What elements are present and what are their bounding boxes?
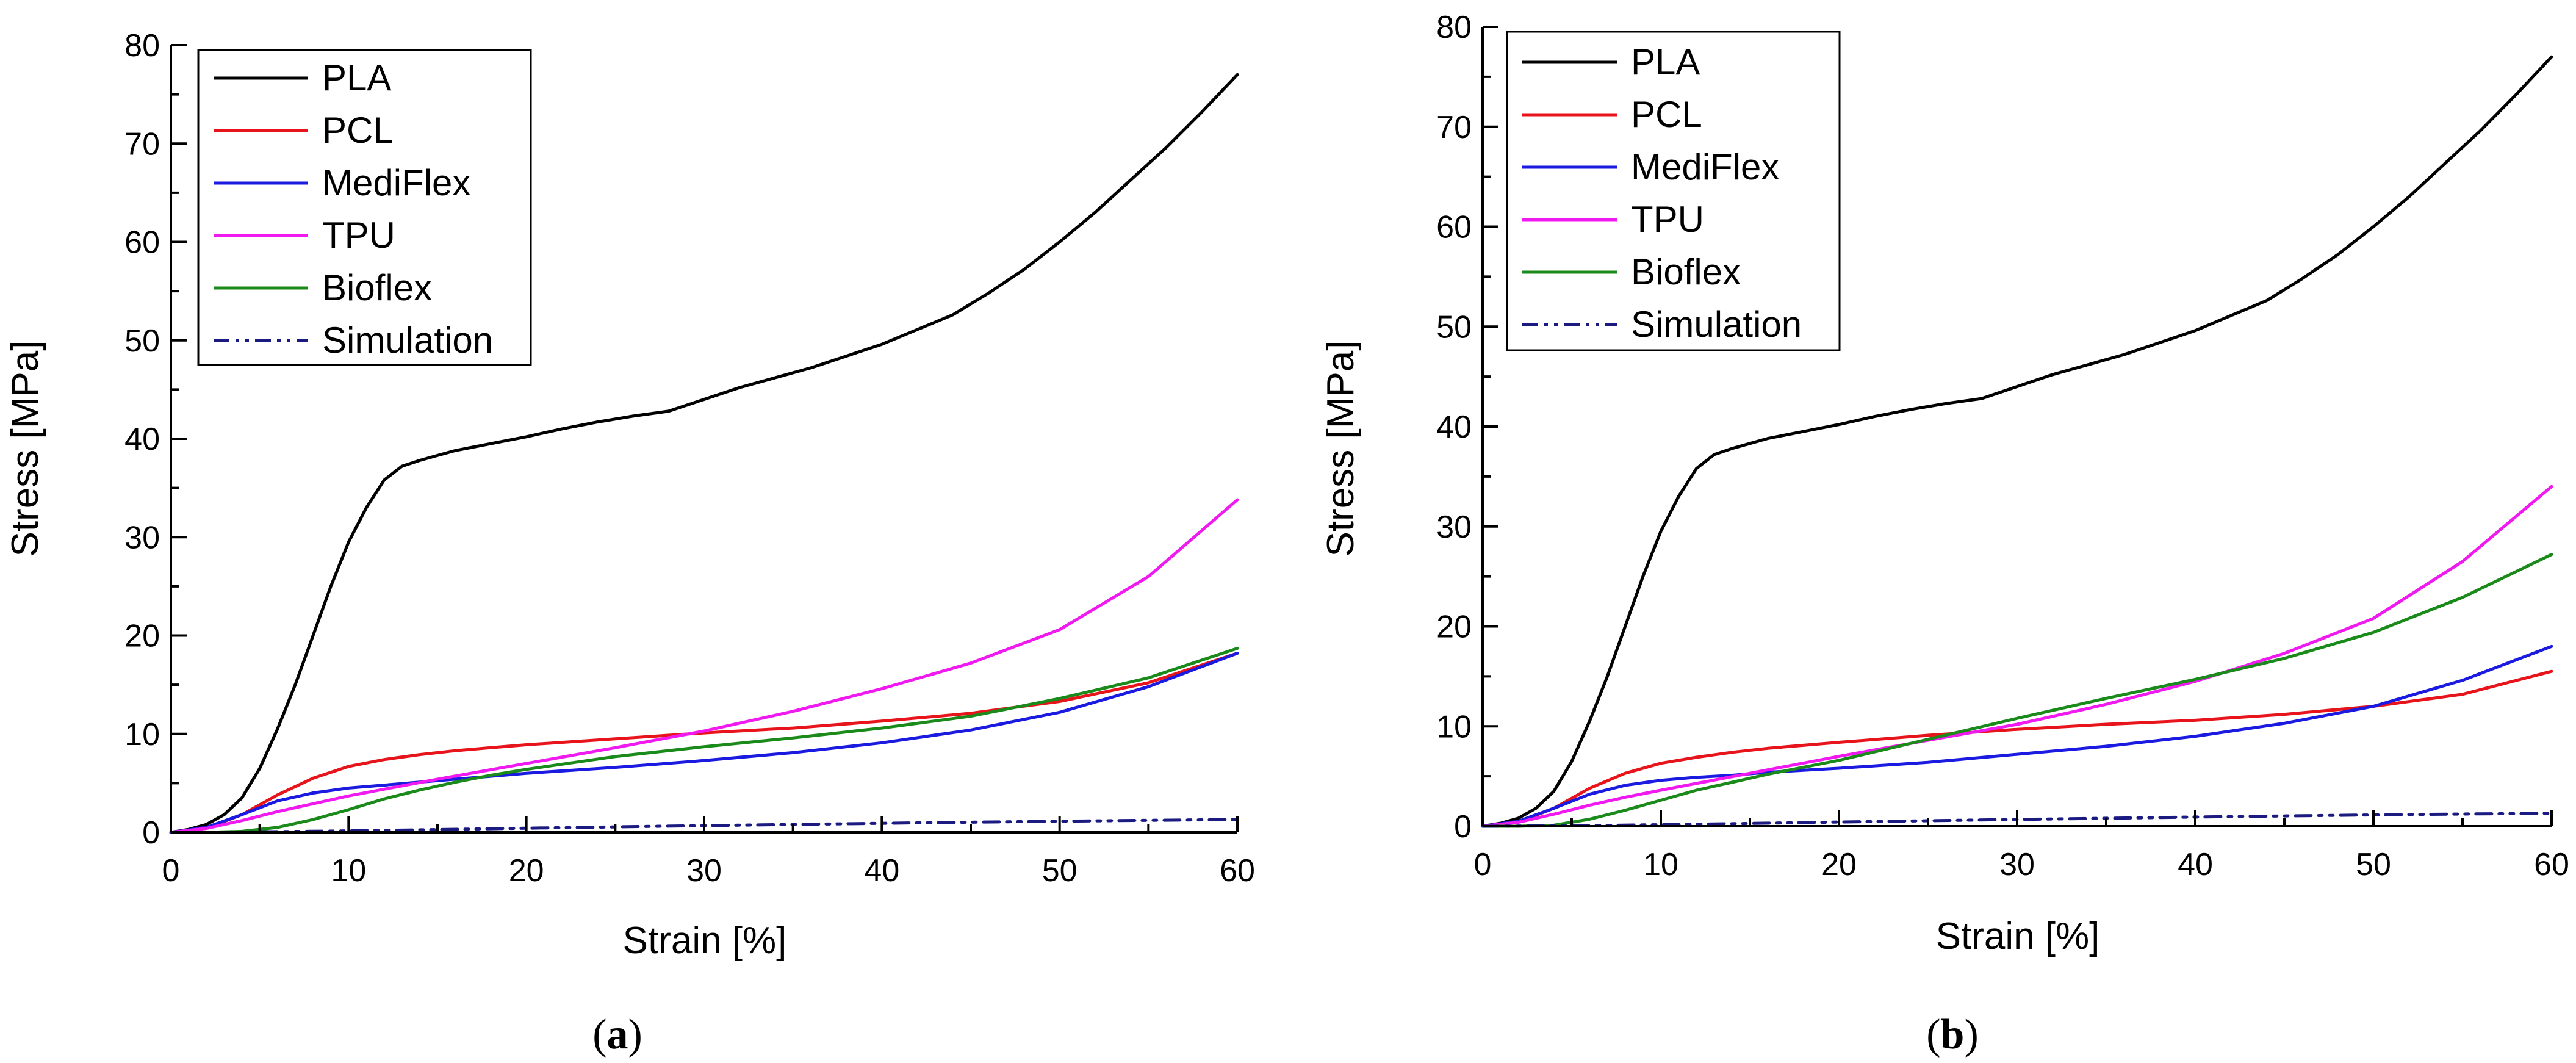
y-tick-label: 50 [124,323,160,359]
legend-box [1506,31,1841,351]
x-tick-label: 20 [1821,847,1857,882]
tick-labels: 0 10 20 30 40 50 60 0 10 20 30 40 50 60 70 80 [124,28,1255,888]
legend-label-tpu: TPU [322,215,395,256]
x-tick-label: 60 [1220,853,1255,888]
panel-caption: (b) [1926,1011,1979,1058]
series-line-mediflex [1481,644,2553,828]
y-tick-label: 50 [1436,309,1472,345]
legend-label-pcl: PCL [1631,94,1702,135]
x-tick-label: 60 [2534,847,2569,882]
legend-box [197,49,532,366]
series-line-pcl [169,652,1239,834]
y-tick-label: 30 [1436,510,1472,545]
y-tick-label: 30 [124,520,160,555]
panel-caption: (a) [592,1011,642,1058]
y-tick-label: 70 [1436,110,1472,145]
y-tick-label: 70 [124,126,160,162]
legend-label-bioflex: Bioflex [322,267,432,308]
y-axis-label: Stress [MPa] [4,341,46,557]
y-tick-label: 10 [124,717,160,752]
y-tick-label: 40 [124,422,160,457]
series-line-pla [1481,55,2553,828]
y-tick-label: 0 [142,815,160,851]
x-tick-label: 50 [2356,847,2391,882]
y-tick-label: 80 [124,28,160,63]
x-tick-label: 30 [1999,847,2035,882]
x-axis-label: Strain [%] [623,920,787,962]
tick-labels: 0 10 20 30 40 50 60 0 10 20 30 40 50 60 70 80 [1436,10,2569,882]
series-line-tpu [169,498,1239,834]
x-tick-label: 20 [509,853,544,888]
legend: PLA PCL MediFlex TPU Bioflex Simulation [1506,31,1841,351]
legend-label-pla: PLA [1631,41,1700,82]
legend-label-pcl: PCL [322,110,394,151]
y-tick-label: 60 [1436,210,1472,245]
x-tick-label: 10 [1643,847,1678,882]
y-tick-label: 20 [1436,610,1472,645]
y-tick-label: 60 [124,225,160,261]
legend-label-mediflex: MediFlex [1631,146,1779,187]
axes [170,44,1239,834]
legend-label-bioflex: Bioflex [1631,251,1741,292]
x-tick-label: 40 [864,853,899,888]
legend-label-tpu: TPU [1631,199,1704,240]
series-line-tpu [1481,485,2553,828]
y-tick-label: 0 [1454,809,1472,845]
y-tick-label: 10 [1436,709,1472,744]
series-line-mediflex [169,652,1239,834]
y-tick-label: 20 [124,619,160,654]
y-tick-label: 40 [1436,409,1472,445]
x-tick-label: 10 [331,853,366,888]
x-axis-label: Strain [%] [1936,915,2100,957]
x-tick-label: 50 [1042,853,1078,888]
series-line-pcl [1481,669,2553,828]
legend-label-simulation: Simulation [1631,304,1802,345]
panel-caption-letter: a [607,1011,628,1058]
chart-panel-b: 0 10 20 30 40 50 60 0 10 20 30 40 50 60 70 80 Strain [%… [1320,10,2569,1058]
series-line-bioflex [1481,553,2553,828]
chart-panel-a: 0 10 20 30 40 50 60 0 10 20 30 40 50 60 70 80 Strain [%… [4,28,1255,1058]
legend-label-simulation: Simulation [322,320,493,361]
legend-label-pla: PLA [322,57,391,98]
legend: PLA PCL MediFlex TPU Bioflex Simulation [197,49,532,366]
x-tick-label: 0 [162,853,180,888]
x-tick-label: 40 [2178,847,2213,882]
y-tick-label: 80 [1436,10,1472,45]
x-tick-label: 0 [1474,847,1492,882]
panel-caption-letter: b [1941,1011,1965,1058]
axes [1481,26,2553,827]
legend-label-mediflex: MediFlex [322,162,470,203]
series-line-pla [169,73,1239,834]
series-line-bioflex [169,647,1239,834]
x-tick-label: 30 [686,853,722,888]
y-axis-label: Stress [MPa] [1320,341,1362,557]
